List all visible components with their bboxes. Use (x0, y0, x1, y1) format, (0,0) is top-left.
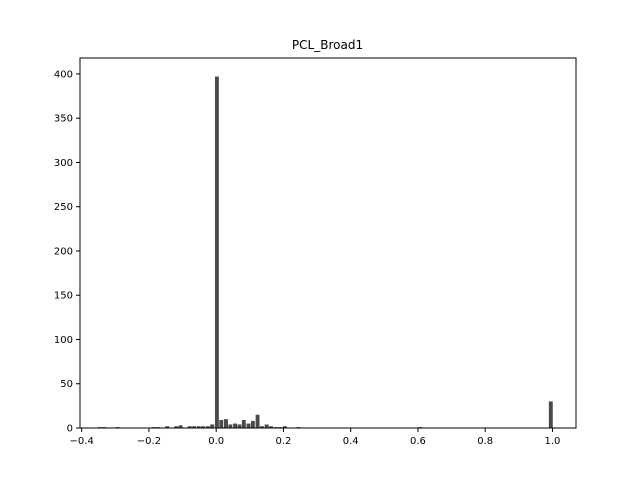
plot-frame (79, 57, 577, 429)
x-tick-label: −0.4 (70, 436, 94, 447)
x-tick-label: 0.4 (343, 436, 359, 447)
y-tick-label: 250 (54, 202, 73, 213)
y-tick-label: 0 (67, 424, 73, 435)
y-tick-label: 100 (54, 335, 73, 346)
histogram-bar (241, 420, 246, 428)
x-tick-label: 1.0 (545, 436, 561, 447)
histogram-bar (196, 426, 201, 428)
histogram-bar (187, 426, 192, 428)
histogram-bar (260, 426, 264, 428)
y-tick-label: 300 (54, 158, 73, 169)
histogram-bar (210, 424, 215, 428)
histogram-bar (228, 424, 233, 428)
histogram-bar (224, 419, 228, 428)
histogram-bar (255, 414, 260, 428)
histogram-bar (178, 425, 183, 428)
y-axis: 0 50 100 150 200 250 300 350 400 (54, 69, 80, 435)
x-axis: −0.4 −0.2 0.0 0.2 0.4 0.6 0.8 1.0 (70, 428, 561, 447)
x-tick-label: 0.6 (410, 436, 426, 447)
bars-group (97, 76, 553, 428)
x-tick-label: 0.2 (275, 436, 291, 447)
histogram-bar (165, 426, 170, 428)
histogram-bar (246, 423, 251, 428)
histogram-bar (192, 426, 196, 428)
x-tick-label: 0.8 (477, 436, 493, 447)
histogram-bar (548, 401, 553, 428)
histogram-bar (233, 423, 238, 428)
y-tick-label: 200 (54, 246, 73, 257)
histogram-bar (214, 76, 219, 428)
histogram-bar (269, 426, 273, 428)
y-tick-label: 150 (54, 291, 73, 302)
y-tick-label: 350 (54, 114, 73, 125)
y-tick-label: 400 (54, 69, 73, 80)
y-tick-label: 50 (60, 379, 73, 390)
chart-title: PCL_Broad1 (292, 38, 363, 52)
histogram-bar (264, 424, 269, 428)
histogram-bar (205, 426, 210, 428)
histogram-bar (174, 426, 179, 428)
histogram-bar (237, 424, 242, 428)
x-tick-label: −0.2 (137, 436, 161, 447)
x-tick-label: 0.0 (208, 436, 224, 447)
histogram-bar (201, 426, 206, 428)
histogram-bar (219, 420, 224, 428)
histogram-bar (282, 426, 287, 428)
histogram-bar (250, 420, 255, 428)
